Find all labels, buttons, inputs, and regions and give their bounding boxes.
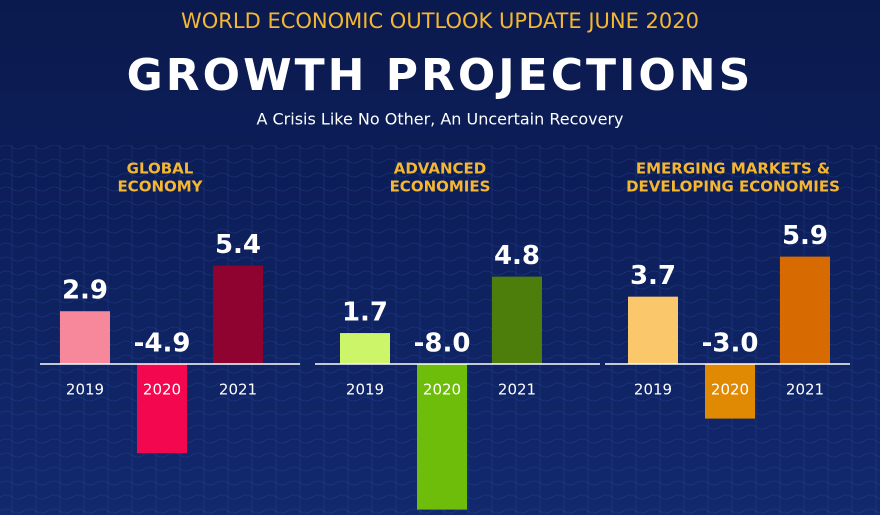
value-label: 5.4 <box>215 230 261 260</box>
year-label: 2020 <box>711 381 749 399</box>
value-label: 4.8 <box>494 241 540 271</box>
panel-title: EMERGING MARKETS & <box>636 160 830 178</box>
bar <box>417 364 467 510</box>
bar <box>137 364 187 454</box>
year-label: 2020 <box>143 381 181 399</box>
year-label: 2019 <box>346 381 384 399</box>
value-label: 1.7 <box>342 298 388 328</box>
panel-title: ECONOMIES <box>390 178 491 196</box>
panel-title: ADVANCED <box>394 160 487 178</box>
panel-title: GLOBAL <box>127 160 194 178</box>
bar <box>60 311 110 364</box>
bar <box>628 296 678 364</box>
value-label: 5.9 <box>782 221 828 251</box>
panel-title: ECONOMY <box>117 178 203 196</box>
bar <box>340 333 390 364</box>
value-label: -3.0 <box>702 329 759 359</box>
year-label: 2019 <box>634 381 672 399</box>
kicker: WORLD ECONOMIC OUTLOOK UPDATE JUNE 2020 <box>181 9 699 33</box>
year-label: 2021 <box>786 381 824 399</box>
bar <box>492 276 542 364</box>
value-label: -4.9 <box>134 329 191 359</box>
bar <box>213 265 263 364</box>
value-label: 3.7 <box>630 261 676 291</box>
year-label: 2019 <box>66 381 104 399</box>
year-label: 2021 <box>498 381 536 399</box>
main-title: GROWTH PROJECTIONS <box>127 50 754 101</box>
subtitle: A Crisis Like No Other, An Uncertain Rec… <box>256 110 623 129</box>
value-label: 2.9 <box>62 276 108 306</box>
panel-title: DEVELOPING ECONOMIES <box>626 178 840 196</box>
value-label: -8.0 <box>414 329 471 359</box>
year-label: 2020 <box>423 381 461 399</box>
bar <box>780 256 830 364</box>
year-label: 2021 <box>219 381 257 399</box>
bar <box>705 364 755 419</box>
